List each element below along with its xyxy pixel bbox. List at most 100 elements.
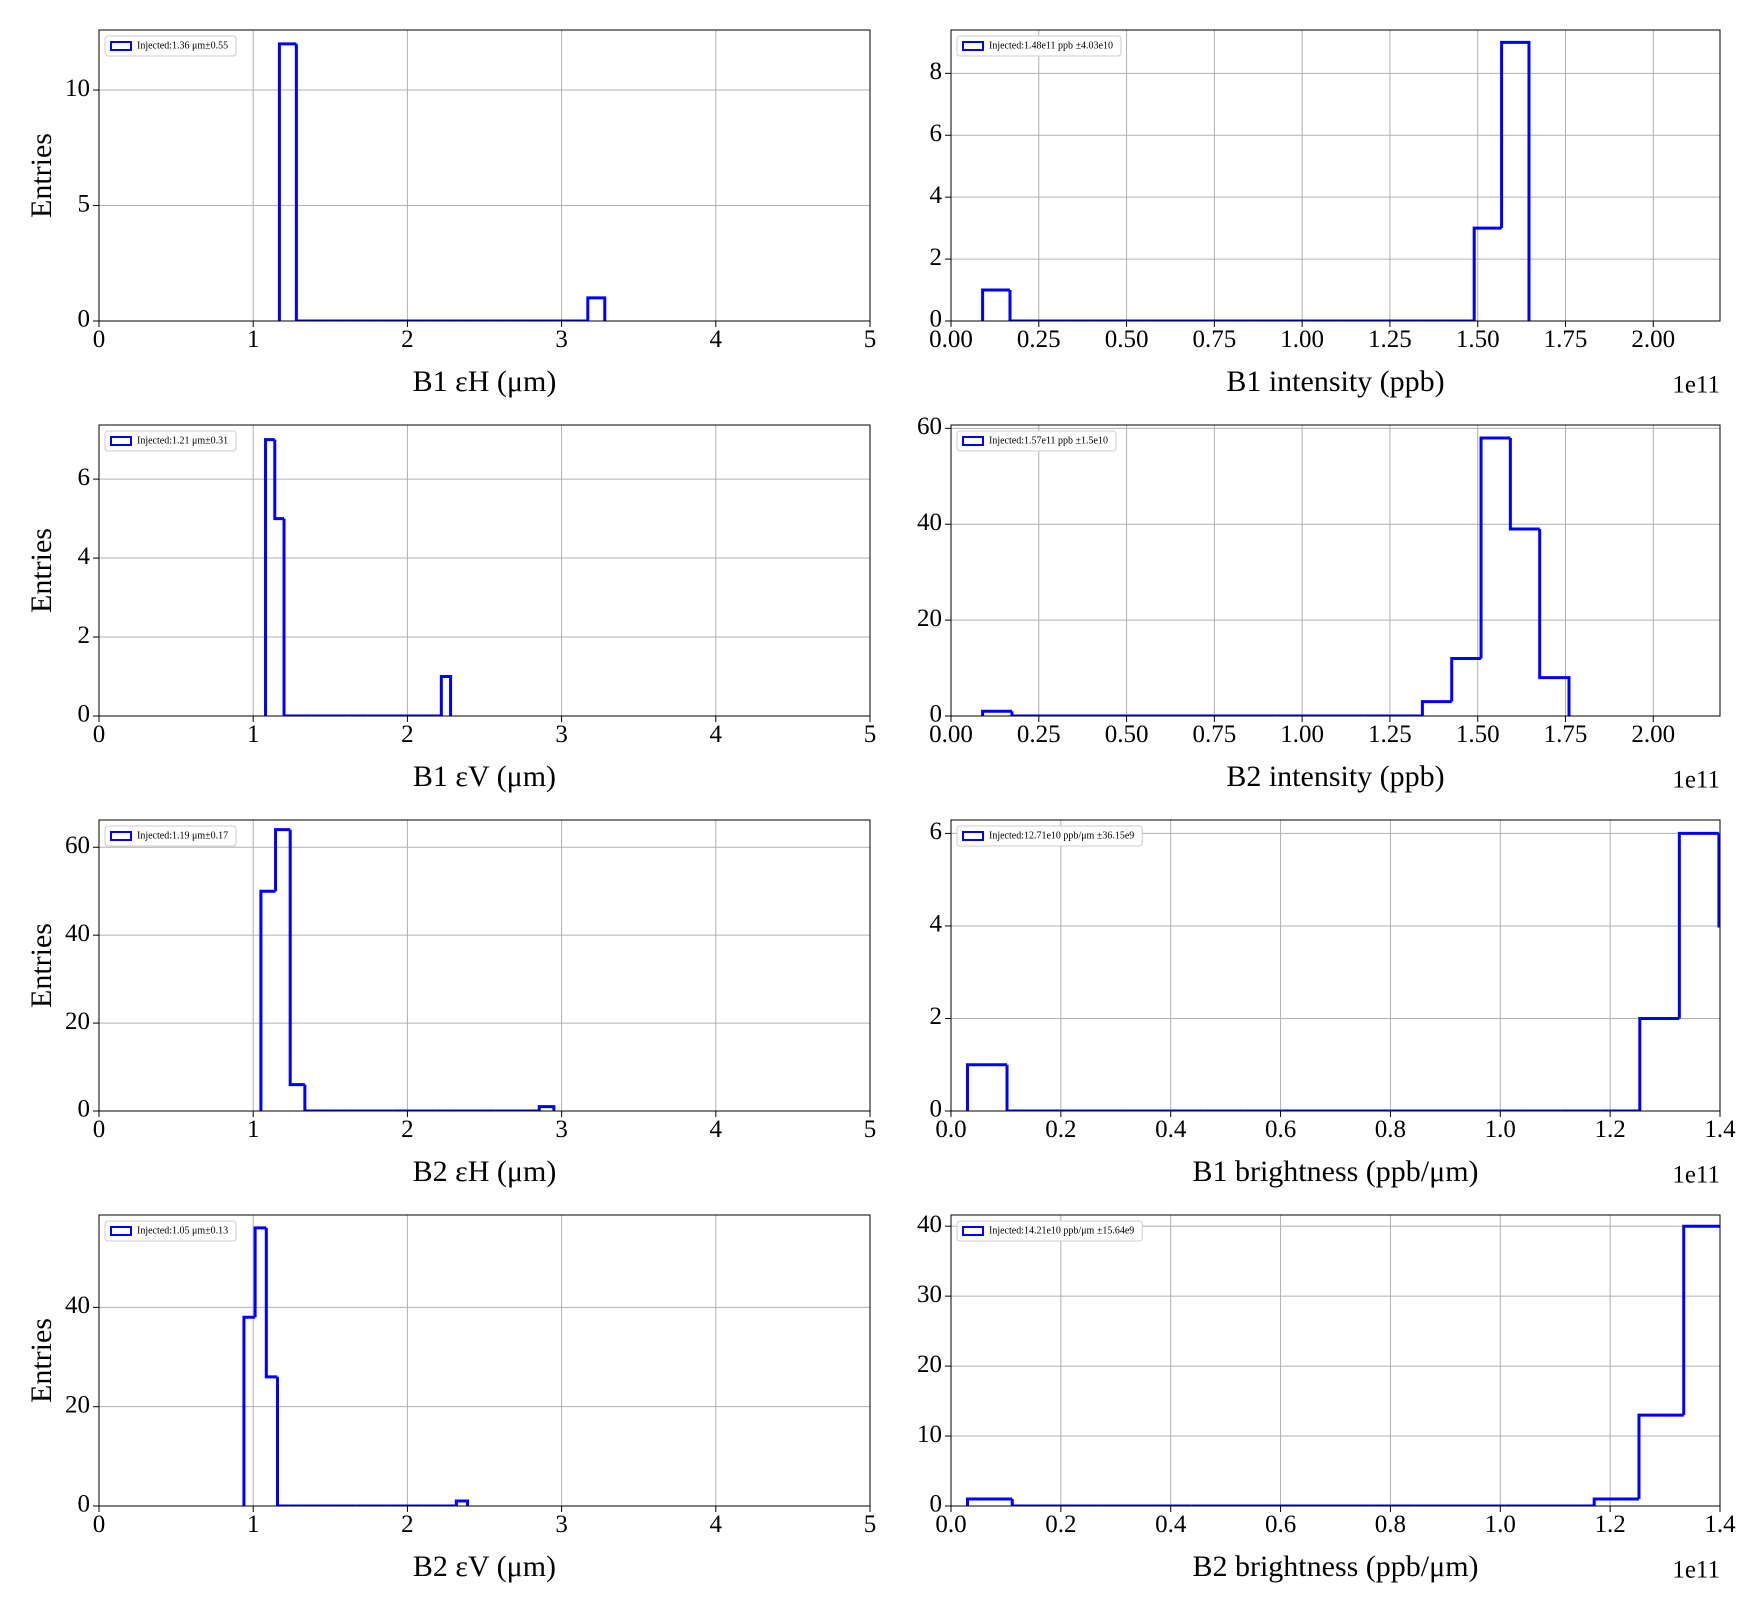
y-axis-label: Entries — [25, 133, 58, 218]
x-tick-label: 0.25 — [1017, 721, 1061, 748]
legend-swatch — [962, 1226, 984, 1236]
x-tick-label: 0 — [93, 721, 106, 748]
legend-label: Injected:1.05 μm±0.13 — [137, 1225, 228, 1236]
x-tick-label: 0.00 — [929, 326, 973, 353]
y-axis-label: Entries — [25, 1318, 58, 1403]
legend: Injected:14.21e10 ppb/μm ±15.64e9 — [956, 1220, 1143, 1242]
x-tick-label: 0.75 — [1192, 326, 1236, 353]
x-tick-label: 3 — [555, 326, 568, 353]
x-tick-label: 0.4 — [1155, 1511, 1187, 1538]
legend-swatch — [110, 831, 132, 841]
histogram-bin — [1677, 831, 1719, 1019]
x-offset-label: 1e11 — [1672, 767, 1720, 794]
x-tick-label: 3 — [555, 1116, 568, 1143]
y-tick-label: 20 — [65, 1391, 90, 1418]
x-tick-label: 0.25 — [1017, 326, 1061, 353]
y-tick-label: 20 — [917, 605, 942, 632]
x-tick-label: 5 — [864, 1511, 877, 1538]
x-tick-label: 2 — [401, 1116, 414, 1143]
x-tick-label: 0.8 — [1375, 1116, 1406, 1143]
histogram-bin — [1592, 1497, 1639, 1506]
axes-frame — [950, 819, 1721, 1112]
axes-frame — [98, 1214, 871, 1507]
histogram-bin — [274, 828, 291, 892]
legend-box — [956, 35, 1122, 57]
x-tick-label: 0.00 — [929, 721, 973, 748]
x-axis-label: B2 brightness (ppb/μm) — [1192, 1550, 1478, 1583]
histogram — [264, 438, 453, 716]
legend: Injected:1.19 μm±0.17 — [104, 825, 237, 847]
histogram — [277, 42, 607, 321]
histogram-bin — [264, 438, 275, 716]
x-tick-label: 3 — [555, 721, 568, 748]
axes-frame — [950, 1214, 1721, 1507]
x-axis-label: B2 εH (μm) — [413, 1155, 557, 1188]
y-tick-label: 0 — [78, 1096, 91, 1123]
x-tick-label: 1.0 — [1485, 1116, 1516, 1143]
legend-swatch — [110, 1226, 132, 1236]
histogram-bin — [1005, 1064, 1047, 1111]
y-tick-label: 0 — [78, 306, 91, 333]
axes: 0 1 2 3 4 5 0 20 40 60 Injected:1.19 μm±0.17 B2 εH … — [25, 819, 876, 1188]
x-axis-label: B2 intensity (ppb) — [1226, 760, 1444, 793]
x-tick-label: 1.2 — [1595, 1511, 1626, 1538]
x-tick-label: 1.2 — [1595, 1116, 1626, 1143]
x-tick-label: 1.4 — [1704, 1116, 1736, 1143]
x-tick-label: 1.0 — [1485, 1511, 1516, 1538]
y-tick-label: 2 — [78, 622, 91, 649]
x-tick-label: 0.4 — [1155, 1116, 1187, 1143]
histogram-bin — [253, 1226, 267, 1318]
legend-label: Injected:1.48e11 ppb ±4.03e10 — [989, 40, 1113, 51]
x-tick-label: 0.2 — [1045, 1511, 1076, 1538]
histogram — [242, 1226, 470, 1506]
x-tick-label: 1.50 — [1456, 721, 1500, 748]
histogram-bin — [1717, 833, 1720, 928]
legend-swatch — [962, 831, 984, 841]
x-tick-label: 1.25 — [1368, 326, 1412, 353]
legend-label: Injected:14.21e10 ppb/μm ±15.64e9 — [989, 1225, 1134, 1236]
legend-box — [104, 825, 237, 847]
x-tick-label: 4 — [710, 326, 723, 353]
histogram-bin — [275, 1376, 289, 1506]
y-tick-label: 0 — [78, 1491, 91, 1518]
histogram-bin — [1010, 1499, 1058, 1506]
x-axis-label: B1 brightness (ppb/μm) — [1192, 1155, 1478, 1188]
x-offset-label: 1e11 — [1672, 372, 1720, 399]
x-tick-label: 2.00 — [1631, 326, 1675, 353]
x-tick-label: 1 — [247, 1511, 260, 1538]
y-tick-label: 5 — [78, 190, 91, 217]
histogram-bin — [439, 675, 453, 716]
histogram-bin — [264, 1227, 278, 1379]
axes: 0.00 0.25 0.50 0.75 1.00 1.25 1.50 1.75 2.00 0 20 4… — [917, 413, 1721, 794]
legend-label: Injected:1.19 μm±0.17 — [137, 830, 228, 841]
histogram-bin — [1637, 1413, 1684, 1499]
x-axis-label: B1 intensity (ppb) — [1226, 365, 1444, 398]
legend-box — [104, 35, 237, 57]
x-tick-label: 1.75 — [1544, 721, 1588, 748]
histogram-bin — [1008, 290, 1038, 321]
y-tick-label: 0 — [930, 701, 943, 728]
histogram — [965, 1224, 1720, 1506]
histogram-bin — [965, 1497, 1013, 1506]
y-tick-label: 40 — [917, 509, 942, 536]
axes: 0.00 0.25 0.50 0.75 1.00 1.25 1.50 1.75 2.00 0 2 4 6… — [929, 29, 1721, 399]
x-tick-label: 2 — [401, 326, 414, 353]
histogram-bin — [259, 889, 276, 1111]
axes: 0 1 2 3 4 5 0 2 4 6 Injected:1.21 μm±0.31 B1 εV (μm… — [25, 424, 876, 793]
x-tick-label: 1.00 — [1280, 721, 1324, 748]
x-tick-label: 1.4 — [1704, 1511, 1736, 1538]
histogram-bin — [273, 439, 285, 521]
x-tick-label: 0.50 — [1105, 326, 1149, 353]
histogram-bin — [981, 288, 1010, 321]
legend-swatch — [110, 436, 132, 446]
y-tick-label: 4 — [930, 182, 943, 209]
legend-label: Injected:1.57e11 ppb ±1.5e10 — [989, 435, 1108, 446]
y-tick-label: 0 — [930, 1491, 943, 1518]
x-offset-label: 1e11 — [1672, 1162, 1720, 1189]
legend-box — [956, 430, 1117, 452]
y-tick-label: 60 — [65, 832, 90, 859]
axes: 0.0 0.2 0.4 0.6 0.8 1.0 1.2 1.4 0 2 4 6 Injected:12.… — [930, 818, 1737, 1189]
histogram-bin — [981, 709, 1012, 716]
legend-label: Injected:12.71e10 ppb/μm ±36.15e9 — [989, 830, 1134, 841]
